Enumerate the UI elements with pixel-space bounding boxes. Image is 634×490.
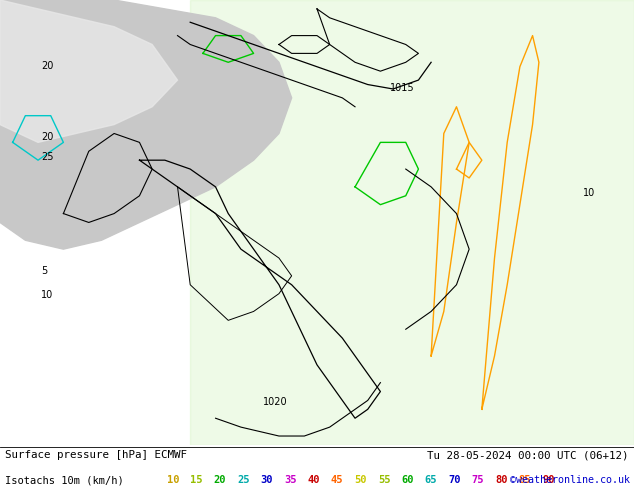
Polygon shape xyxy=(0,0,178,143)
Text: 15: 15 xyxy=(190,475,203,485)
Text: 5: 5 xyxy=(41,266,48,276)
Polygon shape xyxy=(0,0,292,249)
Text: 10: 10 xyxy=(583,188,595,198)
Text: ©weatheronline.co.uk: ©weatheronline.co.uk xyxy=(510,475,630,485)
Polygon shape xyxy=(190,0,634,445)
Text: 80: 80 xyxy=(495,475,508,485)
Text: 20: 20 xyxy=(41,132,54,142)
Text: 40: 40 xyxy=(307,475,320,485)
Text: 75: 75 xyxy=(472,475,484,485)
Text: 70: 70 xyxy=(448,475,461,485)
Text: 25: 25 xyxy=(237,475,250,485)
Text: 50: 50 xyxy=(354,475,367,485)
Text: 35: 35 xyxy=(284,475,297,485)
Text: 10: 10 xyxy=(167,475,179,485)
Text: 55: 55 xyxy=(378,475,391,485)
Text: 85: 85 xyxy=(519,475,531,485)
Text: 90: 90 xyxy=(542,475,555,485)
Text: 20: 20 xyxy=(41,61,54,71)
Text: 1015: 1015 xyxy=(390,83,415,93)
Text: 1020: 1020 xyxy=(263,397,288,407)
Text: 20: 20 xyxy=(214,475,226,485)
Text: Isotachs 10m (km/h): Isotachs 10m (km/h) xyxy=(5,475,130,485)
Text: Surface pressure [hPa] ECMWF: Surface pressure [hPa] ECMWF xyxy=(5,450,187,461)
Text: Tu 28-05-2024 00:00 UTC (06+12): Tu 28-05-2024 00:00 UTC (06+12) xyxy=(427,450,629,461)
Text: 45: 45 xyxy=(331,475,344,485)
Text: 65: 65 xyxy=(425,475,437,485)
Text: 60: 60 xyxy=(401,475,414,485)
Text: 25: 25 xyxy=(41,152,54,162)
Text: 10: 10 xyxy=(41,290,53,300)
Text: 30: 30 xyxy=(261,475,273,485)
